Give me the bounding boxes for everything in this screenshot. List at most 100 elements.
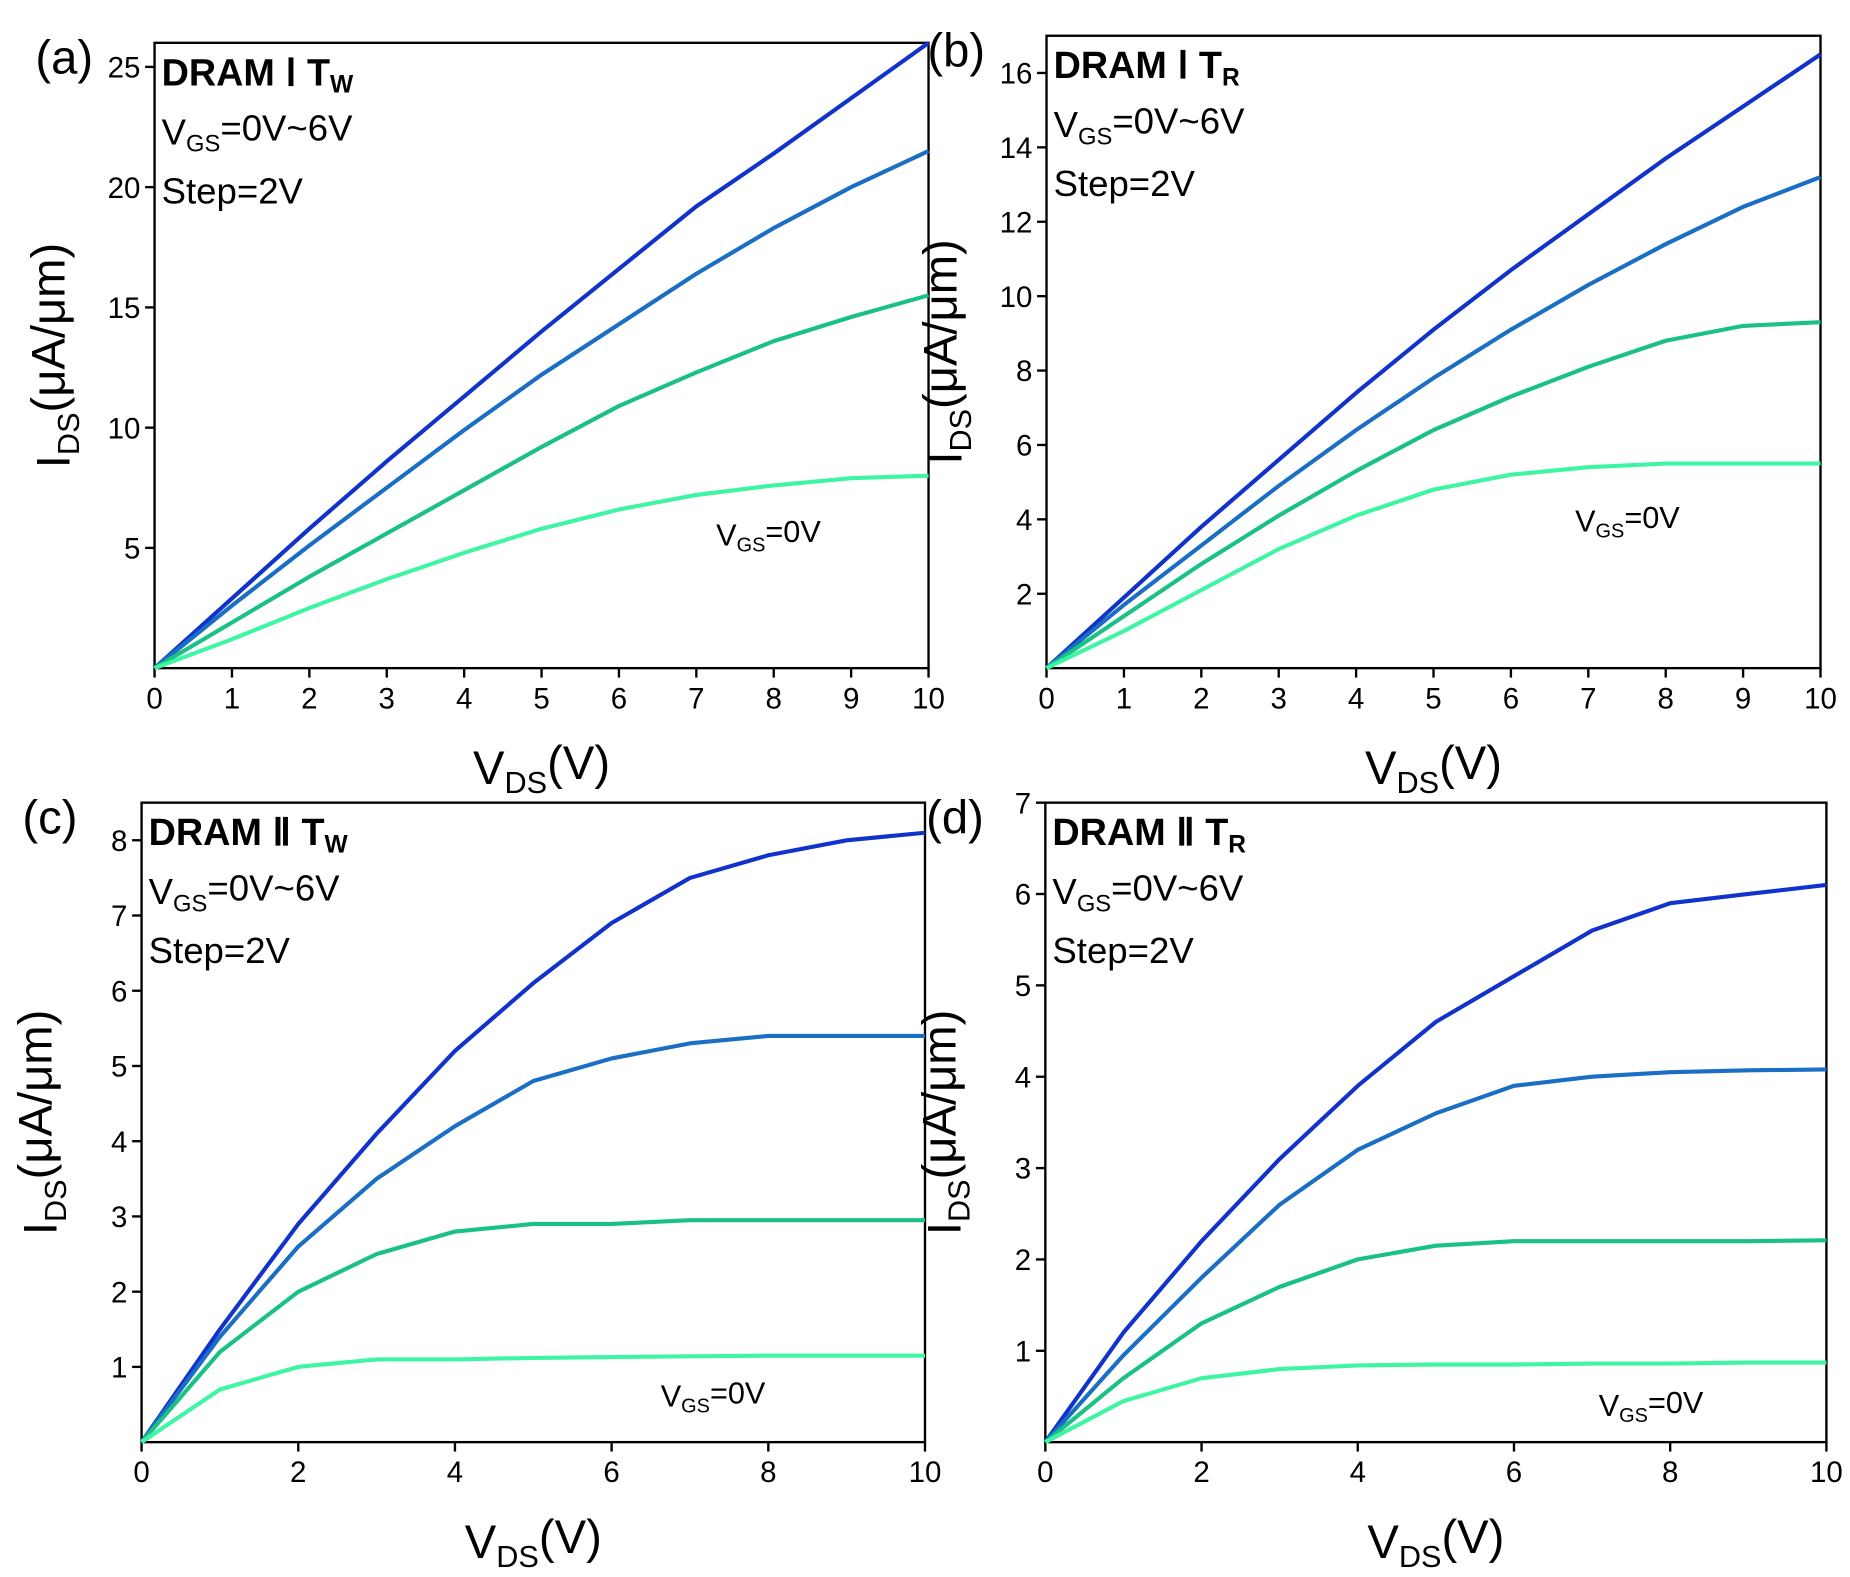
subscript: DS [496, 1540, 539, 1574]
subscript: DS [1397, 766, 1440, 800]
series-line [153, 293, 930, 670]
text-part: DRAM Ⅱ T [1052, 811, 1228, 853]
y-tick-label: 10 [1000, 281, 1033, 314]
x-tick-label: 6 [603, 1456, 619, 1489]
condition: VGS=0V~6V [162, 107, 353, 157]
y-tick-label: 4 [111, 1126, 127, 1159]
x-tick-label: 5 [1425, 682, 1441, 715]
series-line [139, 830, 926, 1444]
subscript: DS [944, 409, 978, 452]
y-axis-label: IDS(μA/μm) [10, 1010, 73, 1235]
series-line [1045, 52, 1822, 670]
y-tick-label: 2 [1016, 578, 1032, 611]
panel-label: (b) [927, 24, 985, 77]
subscript: GS [1596, 520, 1625, 542]
text-part: =0V~6V [220, 107, 353, 148]
text-part: V [1575, 504, 1596, 538]
subscript: R [1228, 831, 1246, 858]
x-tick-label: 0 [146, 682, 162, 715]
y-axis-label: IDS(μA/μm) [23, 243, 86, 468]
panel-label: (c) [22, 791, 77, 844]
x-tick-label: 2 [1193, 682, 1209, 715]
subscript: DS [52, 412, 86, 455]
condition: VGS=0V~6V [1052, 867, 1243, 917]
text-part: =0V~6V [1111, 867, 1244, 908]
condition: VGS=0V~6V [1054, 100, 1245, 150]
text-part: (V) [547, 737, 610, 790]
series-line [1044, 1238, 1827, 1444]
y-tick-label: 1 [111, 1352, 127, 1385]
text-part: V [473, 742, 505, 795]
text-part: DRAM Ⅰ T [1054, 44, 1222, 86]
step-label: Step=2V [1052, 930, 1194, 971]
y-tick-label: 4 [1015, 1061, 1031, 1094]
text-part: I [28, 455, 81, 468]
y-tick-label: 3 [111, 1201, 127, 1234]
text-part: (μA/μm) [10, 1010, 63, 1180]
x-tick-label: 8 [1658, 682, 1674, 715]
x-tick-label: 1 [224, 682, 240, 715]
text-part: I [918, 1222, 971, 1235]
x-axis-label: VDS(V) [473, 737, 610, 800]
x-tick-label: 6 [1503, 682, 1519, 715]
annotation: VGS=0V [716, 515, 821, 556]
text-part: DRAM Ⅰ T [162, 51, 330, 93]
series-line [153, 473, 929, 671]
x-tick-label: 10 [909, 1456, 942, 1489]
y-axis-label: IDS(μA/μm) [915, 239, 978, 464]
x-axis-label: VDS(V) [1367, 1511, 1504, 1574]
panel-title: DRAM Ⅰ TW [162, 51, 354, 98]
y-tick-label: 8 [1016, 355, 1032, 388]
x-tick-label: 8 [760, 1456, 776, 1489]
subscript: GS [737, 534, 766, 556]
plot-frame [140, 801, 927, 1444]
panel-label: (d) [926, 791, 984, 844]
subscript: DS [39, 1179, 73, 1222]
annotation: VGS=0V [1599, 1386, 1704, 1427]
panel-title: DRAM Ⅱ TW [149, 811, 349, 858]
x-tick-label: 3 [1271, 682, 1287, 715]
series-line [1043, 1067, 1827, 1444]
text-part: (μA/μm) [915, 239, 968, 409]
y-tick-label: 10 [108, 412, 141, 445]
series-line [153, 149, 930, 670]
text-part: I [920, 452, 973, 465]
x-tick-label: 10 [1810, 1456, 1843, 1489]
y-tick-label: 2 [111, 1276, 127, 1309]
text-part: (V) [1441, 1511, 1504, 1564]
text-part: =0V [1648, 1386, 1704, 1420]
x-tick-label: 6 [1506, 1456, 1522, 1489]
step-label: Step=2V [162, 170, 304, 211]
x-tick-label: 9 [843, 682, 859, 715]
x-tick-label: 2 [301, 682, 317, 715]
text-part: V [716, 518, 737, 552]
series-line [140, 1353, 925, 1444]
panel-title: DRAM Ⅱ TR [1052, 811, 1246, 858]
x-tick-label: 8 [766, 682, 782, 715]
series-line [1045, 461, 1821, 671]
text-part: V [149, 871, 174, 912]
text-part: V [162, 111, 187, 152]
subscript: W [325, 831, 349, 858]
text-part: =0V [1624, 501, 1680, 535]
subscript: DS [1399, 1540, 1442, 1574]
y-tick-label: 1 [1015, 1335, 1031, 1368]
y-tick-label: 25 [108, 52, 141, 85]
y-tick-label: 2 [1015, 1244, 1031, 1277]
x-tick-label: 8 [1662, 1456, 1678, 1489]
series-line [1045, 320, 1821, 670]
y-tick-label: 7 [1015, 787, 1031, 820]
step-label: Step=2V [1054, 163, 1196, 204]
text-part: (μA/μm) [23, 243, 76, 413]
subscript: GS [1077, 890, 1111, 917]
annotation: VGS=0V [1575, 501, 1680, 542]
series-line [1043, 882, 1827, 1444]
x-tick-label: 5 [533, 682, 549, 715]
y-tick-label: 6 [1015, 879, 1031, 912]
text-part: =0V~6V [207, 867, 340, 908]
annotation: VGS=0V [661, 1377, 766, 1418]
x-tick-label: 6 [611, 682, 627, 715]
panel-label: (a) [35, 32, 93, 85]
subscript: R [1222, 65, 1240, 92]
text-part: V [1054, 104, 1079, 145]
